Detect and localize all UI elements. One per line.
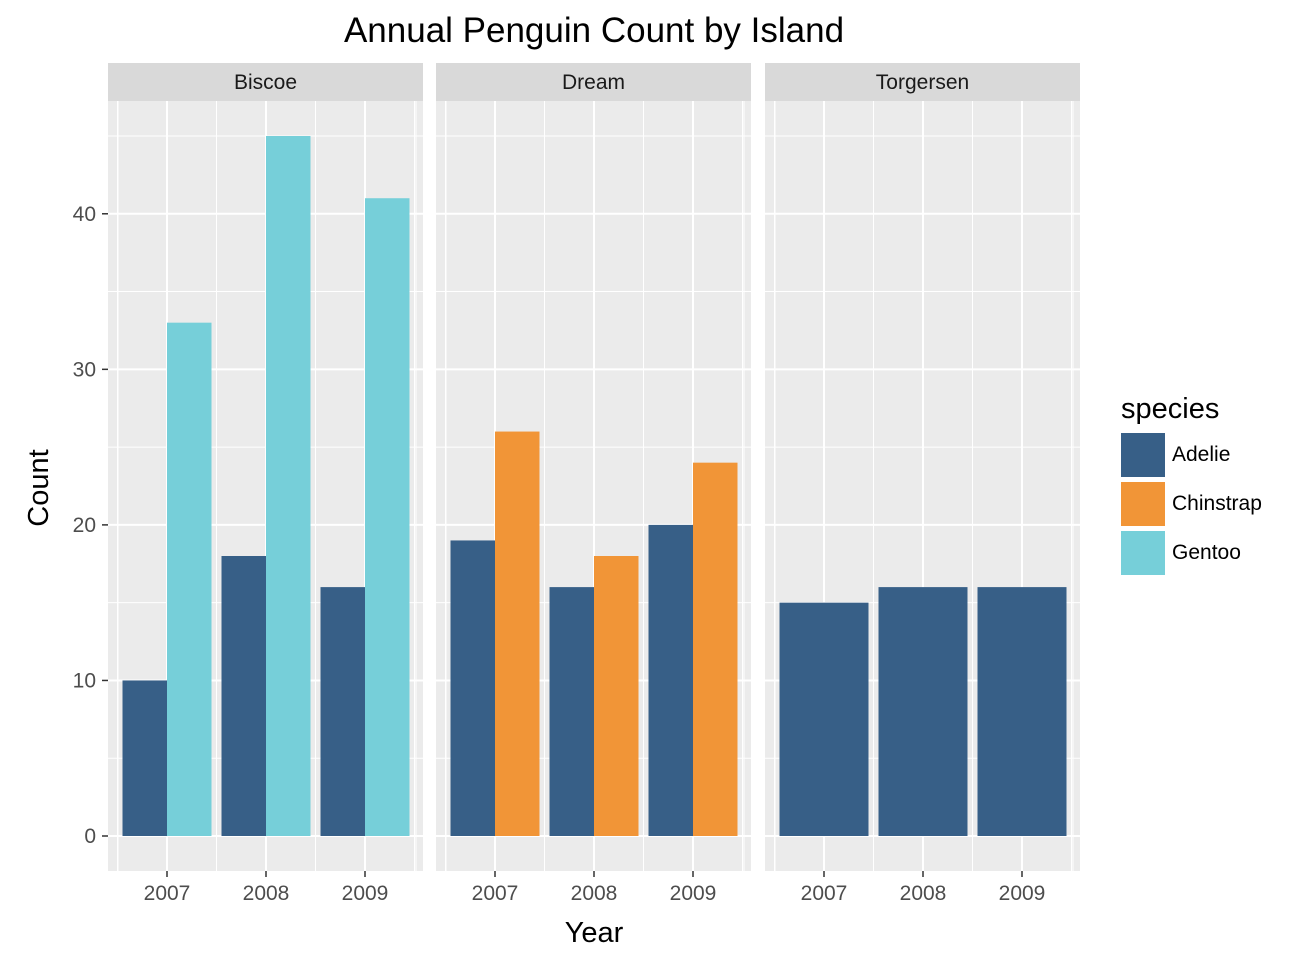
y-axis: 0 10 20 30 40	[73, 203, 108, 848]
legend-label-adelie: Adelie	[1172, 443, 1230, 466]
x-tick-label: 2008	[243, 882, 290, 905]
legend-key-gentoo	[1121, 531, 1165, 575]
x-tick-label: 2009	[342, 882, 389, 905]
x-axis-title: Year	[565, 917, 624, 949]
y-axis-title: Count	[23, 449, 55, 526]
facet-strip-label: Torgersen	[876, 71, 969, 94]
legend: species Adelie Chinstrap Gentoo	[1121, 393, 1262, 575]
facet-strip-label: Biscoe	[234, 71, 297, 94]
facet-strip	[108, 63, 423, 101]
y-tick-label: 10	[73, 669, 96, 692]
bar-biscoe-adelie-2009	[320, 587, 365, 836]
legend-key-adelie	[1121, 433, 1165, 477]
bar-torgersen-adelie-2007	[779, 602, 869, 836]
bar-dream-adelie-2009	[648, 524, 693, 836]
x-tick-label: 2008	[571, 882, 618, 905]
y-tick-label: 20	[73, 514, 96, 537]
bar-biscoe-gentoo-2009	[365, 198, 410, 836]
facet-panel-torgersen: Torgersen 2007 2008 2009	[765, 63, 1080, 905]
bar-biscoe-gentoo-2007	[167, 322, 212, 837]
legend-label-chinstrap: Chinstrap	[1172, 492, 1262, 515]
x-tick-label: 2007	[144, 882, 191, 905]
chart-title: Annual Penguin Count by Island	[344, 11, 844, 50]
bar-dream-adelie-2007	[450, 540, 495, 836]
bar-biscoe-adelie-2007	[122, 680, 167, 836]
bar-dream-chinstrap-2009	[693, 462, 738, 836]
bar-dream-chinstrap-2007	[495, 431, 540, 836]
bar-torgersen-adelie-2009	[977, 587, 1067, 836]
bar-biscoe-adelie-2008	[221, 556, 266, 836]
x-tick-label: 2007	[472, 882, 519, 905]
bar-dream-chinstrap-2008	[594, 556, 639, 836]
x-tick-label: 2008	[900, 882, 947, 905]
facet-panel-dream: Dream 2007 2008 2009	[436, 63, 751, 905]
facet-strip-label: Dream	[562, 71, 625, 94]
facet-strip	[765, 63, 1080, 101]
y-tick-label: 30	[73, 358, 96, 381]
x-tick-label: 2009	[999, 882, 1046, 905]
y-tick-label: 0	[84, 825, 96, 848]
bar-torgersen-adelie-2008	[878, 587, 968, 836]
y-tick-label: 40	[73, 203, 96, 226]
legend-title: species	[1121, 393, 1219, 425]
x-tick-label: 2007	[801, 882, 848, 905]
facet-strip	[436, 63, 751, 101]
bar-dream-adelie-2008	[549, 587, 594, 836]
legend-label-gentoo: Gentoo	[1172, 541, 1241, 564]
x-tick-label: 2009	[670, 882, 717, 905]
facet-panel-biscoe: Biscoe 2007 2008 2009	[108, 63, 423, 905]
legend-key-chinstrap	[1121, 482, 1165, 526]
bar-biscoe-gentoo-2008	[266, 136, 311, 836]
